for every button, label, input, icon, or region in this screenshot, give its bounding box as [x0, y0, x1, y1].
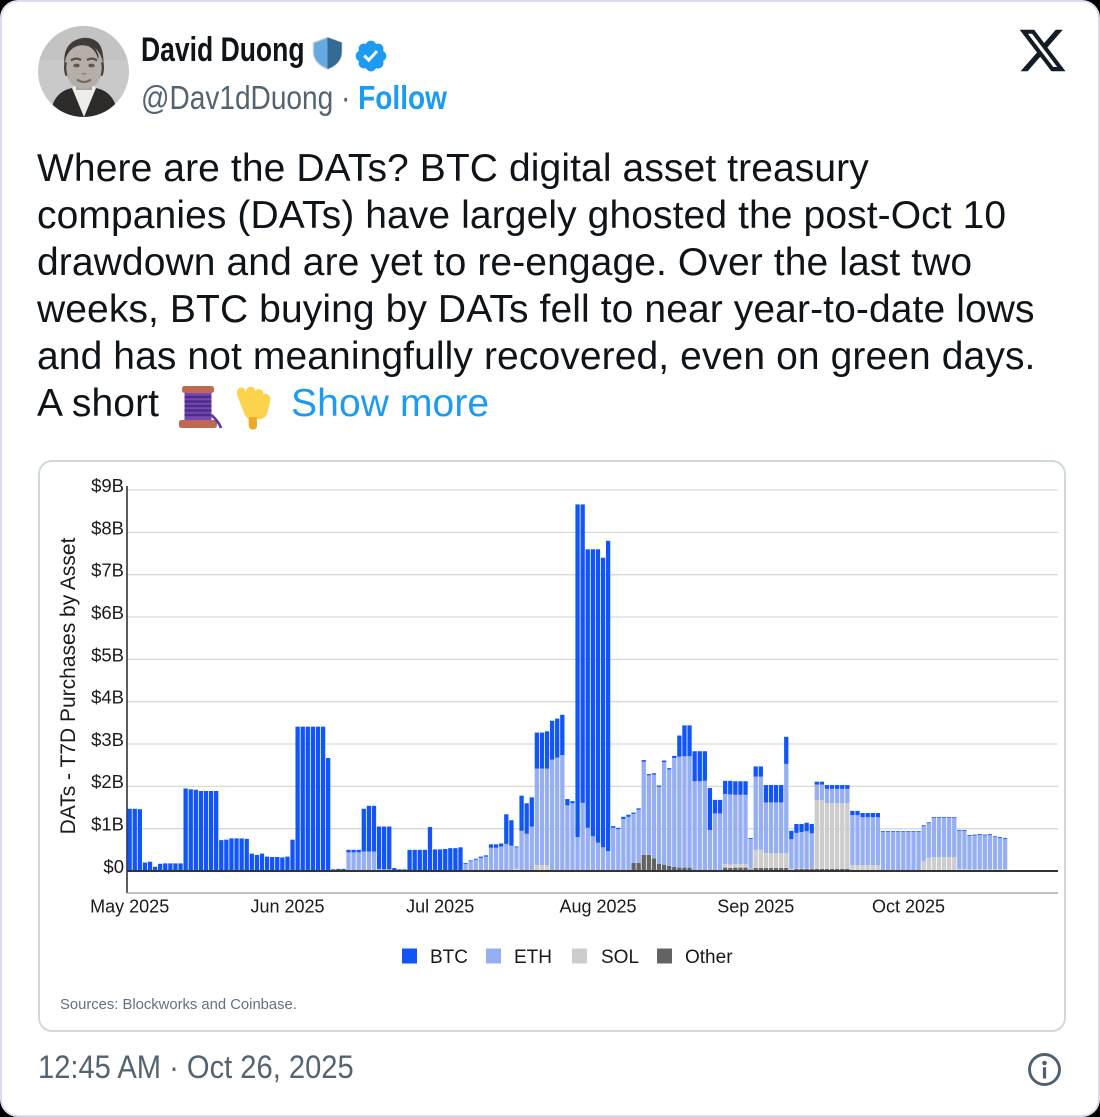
svg-text:$4B: $4B: [91, 687, 124, 708]
svg-text:$1B: $1B: [91, 814, 124, 835]
svg-text:$0: $0: [103, 856, 124, 877]
svg-text:SOL: SOL: [601, 947, 639, 968]
svg-text:DATs - T7D Purchases by Asset: DATs - T7D Purchases by Asset: [57, 537, 80, 834]
svg-text:$2B: $2B: [91, 771, 124, 792]
svg-text:$5B: $5B: [91, 644, 124, 665]
svg-text:Other: Other: [685, 947, 733, 968]
svg-text:Jun 2025: Jun 2025: [250, 897, 324, 917]
svg-text:BTC: BTC: [430, 947, 468, 968]
svg-text:$7B: $7B: [91, 560, 124, 581]
svg-text:Oct 2025: Oct 2025: [872, 897, 945, 917]
svg-text:Sep 2025: Sep 2025: [717, 897, 794, 917]
svg-text:Jul 2025: Jul 2025: [406, 897, 474, 917]
svg-text:Aug 2025: Aug 2025: [559, 897, 636, 917]
svg-text:May 2025: May 2025: [90, 897, 169, 917]
svg-text:Sources: Blockworks and Coinba: Sources: Blockworks and Coinbase.: [60, 997, 297, 1013]
svg-text:$3B: $3B: [91, 729, 124, 750]
svg-text:$9B: $9B: [91, 475, 124, 496]
svg-text:ETH: ETH: [514, 947, 552, 968]
svg-text:$6B: $6B: [91, 602, 124, 623]
svg-text:$8B: $8B: [91, 517, 124, 538]
